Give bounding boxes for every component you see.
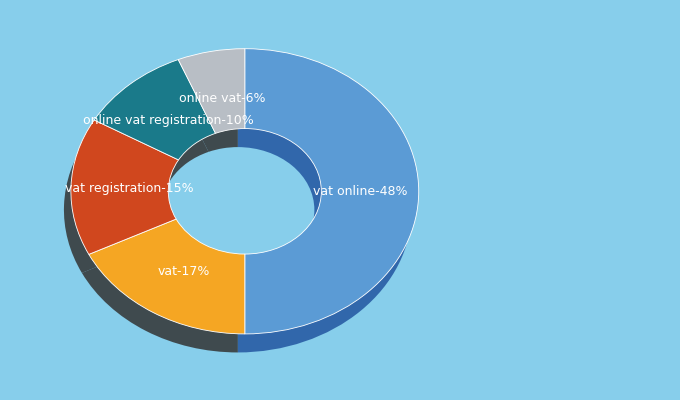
Wedge shape — [238, 67, 412, 352]
Wedge shape — [245, 49, 419, 334]
Text: vat registration-15%: vat registration-15% — [65, 182, 194, 195]
Wedge shape — [178, 49, 245, 133]
Wedge shape — [89, 219, 245, 334]
Text: vat-17%: vat-17% — [158, 265, 210, 278]
Wedge shape — [64, 138, 171, 273]
Wedge shape — [87, 78, 209, 178]
Wedge shape — [71, 120, 179, 254]
Text: online vat registration-10%: online vat registration-10% — [84, 114, 254, 127]
Wedge shape — [95, 60, 216, 160]
Text: vat online-48%: vat online-48% — [313, 185, 407, 198]
Wedge shape — [82, 238, 238, 352]
Text: online vat-6%: online vat-6% — [179, 92, 266, 105]
Wedge shape — [171, 67, 238, 152]
